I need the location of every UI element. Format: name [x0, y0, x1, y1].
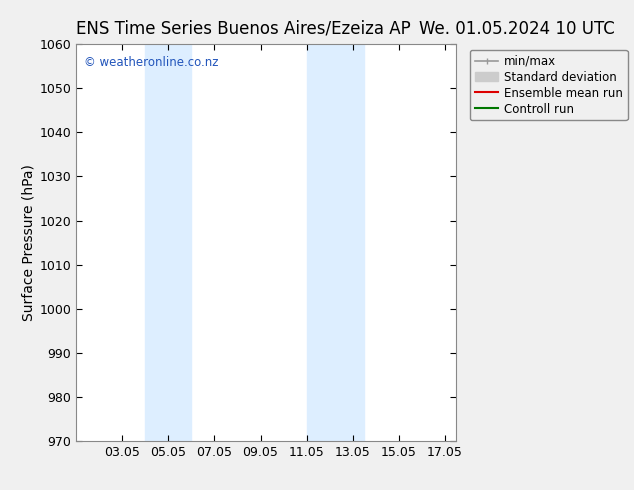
Text: We. 01.05.2024 10 UTC: We. 01.05.2024 10 UTC — [419, 20, 615, 38]
Bar — [307, 44, 365, 441]
Text: © weatheronline.co.nz: © weatheronline.co.nz — [84, 56, 218, 69]
Bar — [145, 44, 191, 441]
Legend: min/max, Standard deviation, Ensemble mean run, Controll run: min/max, Standard deviation, Ensemble me… — [470, 50, 628, 121]
Text: ENS Time Series Buenos Aires/Ezeiza AP: ENS Time Series Buenos Aires/Ezeiza AP — [76, 20, 411, 38]
Y-axis label: Surface Pressure (hPa): Surface Pressure (hPa) — [21, 164, 35, 321]
